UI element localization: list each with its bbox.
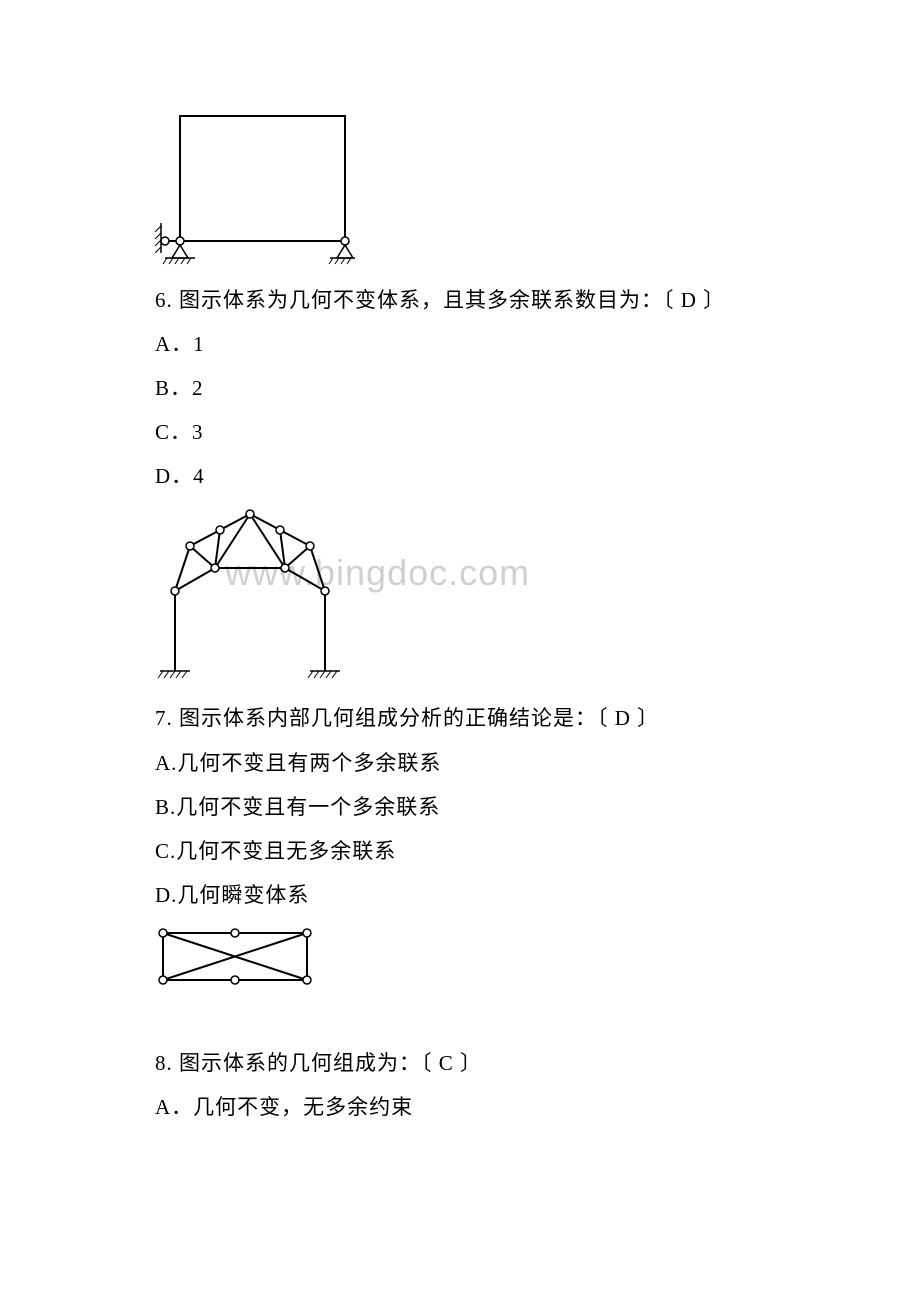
q7-option-a: A.几何不变且有两个多余联系 — [155, 741, 765, 785]
spacer — [155, 1001, 765, 1041]
q6-option-a: A．1 — [155, 322, 765, 366]
figure-q7-cross — [155, 925, 765, 993]
figure-q5-frame — [155, 108, 765, 270]
q7-option-c: C.几何不变且无多余联系 — [155, 829, 765, 873]
q6-option-c: C．3 — [155, 410, 765, 454]
q8-option-a: A．几何不变，无多余约束 — [155, 1085, 765, 1129]
q8-text: 8. 图示体系的几何组成为：〔 C 〕 — [155, 1041, 765, 1085]
q6-text: 6. 图示体系为几何不变体系，且其多余联系数目为：〔 D 〕 — [155, 278, 765, 322]
q7-option-d: D.几何瞬变体系 — [155, 873, 765, 917]
q7-text: 7. 图示体系内部几何组成分析的正确结论是：〔 D 〕 — [155, 696, 765, 740]
page-body: 6. 图示体系为几何不变体系，且其多余联系数目为：〔 D 〕 A．1 B．2 C… — [0, 0, 920, 1189]
q6-option-b: B．2 — [155, 366, 765, 410]
figure-q6-truss — [155, 506, 765, 688]
q7-option-b: B.几何不变且有一个多余联系 — [155, 785, 765, 829]
q6-option-d: D．4 — [155, 454, 765, 498]
